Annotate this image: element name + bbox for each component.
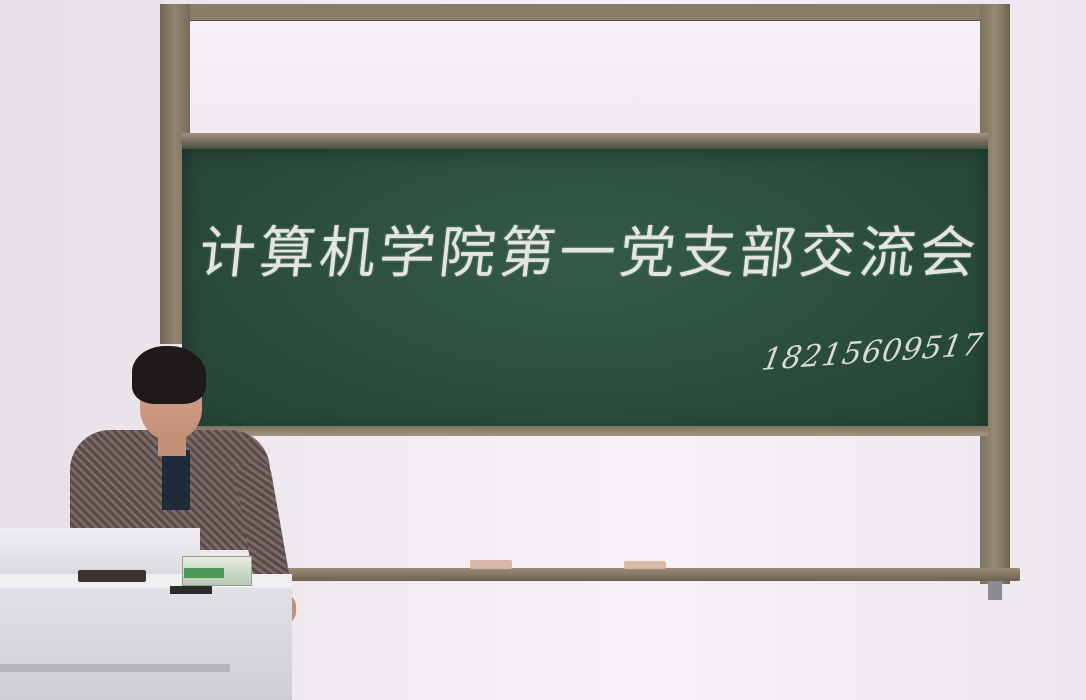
lectern-groove [0,664,230,672]
tissue-box-label [184,568,224,578]
upper-whiteboard-panel [190,20,980,136]
board-frame-foot [988,578,1002,600]
chalkboard [182,149,988,433]
board-eraser [624,561,666,569]
board-eraser [470,560,512,569]
chalk-tray [270,568,1020,581]
lectern-top-panel [0,528,200,578]
undershirt [162,450,190,510]
book-on-lectern [78,570,146,582]
remote-device [170,586,212,594]
chalkboard-bottom-edge [182,426,988,436]
board-frame-top [170,4,1002,21]
hair [132,346,206,404]
chalkboard-title: 计算机学院第一党支部交流会 [196,221,983,286]
lectern-body [0,576,292,700]
board-rail [182,133,988,151]
